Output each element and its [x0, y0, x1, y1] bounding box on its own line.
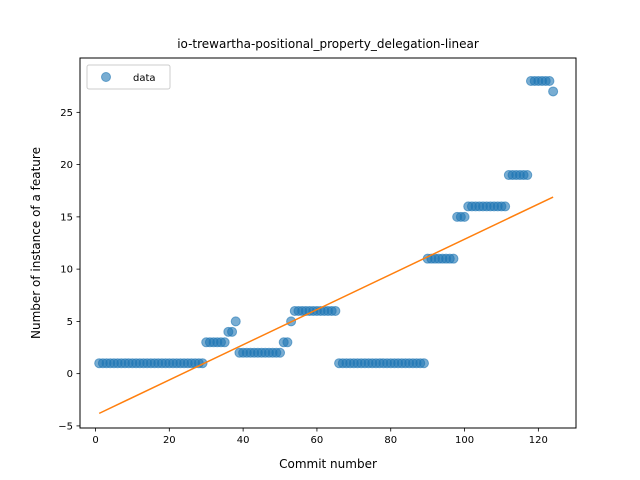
data-point: [548, 86, 559, 97]
y-tick-label: −5: [58, 421, 73, 432]
y-tick-label: 5: [67, 317, 73, 328]
data-point: [544, 75, 555, 86]
y-tick-label: 15: [60, 212, 73, 223]
y-tick-label: 20: [60, 160, 73, 171]
legend-marker-data: [101, 72, 111, 82]
x-tick-label: 0: [92, 435, 98, 446]
x-tick-label: 120: [529, 435, 548, 446]
y-tick-label: 25: [60, 108, 73, 119]
x-tick-label: 40: [237, 435, 250, 446]
data-point: [282, 337, 293, 348]
data-point: [227, 326, 238, 337]
data-point: [522, 170, 533, 181]
x-tick-label: 20: [163, 435, 176, 446]
data-point: [448, 253, 459, 264]
plot-area: [94, 75, 559, 415]
data-point: [459, 211, 470, 222]
data-point: [230, 316, 241, 327]
x-tick-label: 80: [384, 435, 397, 446]
ticks: 0 20 40 60 80 100 120 −5 0 5 10 15 20 25: [58, 108, 548, 446]
x-tick-label: 100: [455, 435, 474, 446]
chart-title: io-trewartha-positional_property_delegat…: [177, 37, 479, 51]
x-axis-label: Commit number: [279, 457, 377, 471]
y-axis-label: Number of instance of a feature: [29, 147, 43, 339]
axes-frame: [79, 57, 577, 429]
x-tick-label: 60: [311, 435, 324, 446]
legend-label-data: data: [133, 73, 156, 84]
data-point: [219, 337, 230, 348]
y-tick-label: 10: [60, 265, 73, 276]
fit-line: [98, 196, 554, 415]
data-point: [500, 201, 511, 212]
data-point: [330, 305, 341, 316]
legend-box: [86, 64, 171, 90]
data-point: [275, 347, 286, 358]
data-point: [418, 358, 429, 369]
y-tick-label: 0: [67, 369, 73, 380]
legend: data: [86, 64, 171, 90]
